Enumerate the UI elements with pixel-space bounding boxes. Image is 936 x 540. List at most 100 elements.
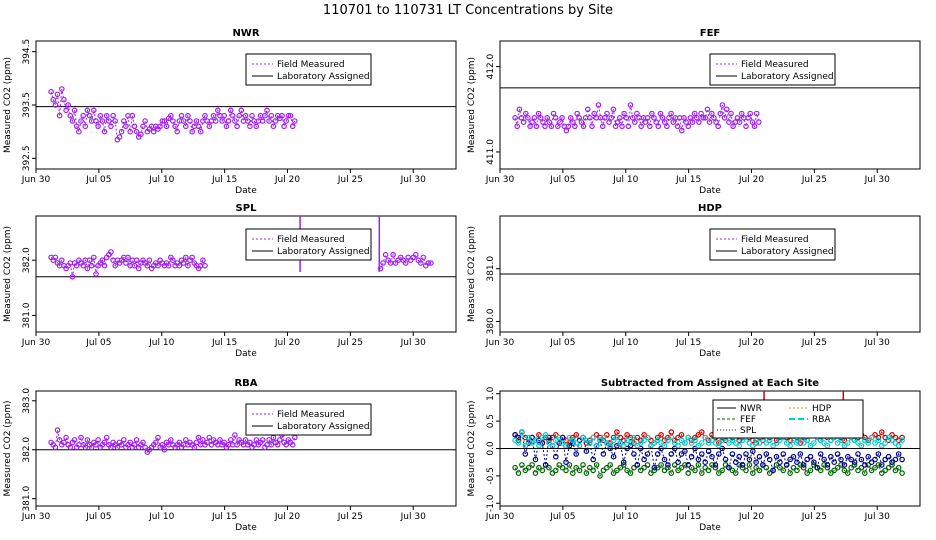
field-point: [623, 115, 630, 121]
x-tick-label: Jul 25: [801, 512, 827, 522]
legend-spl-label: SPL: [740, 426, 756, 436]
field-point: [165, 262, 172, 269]
series-fef-point: [512, 464, 518, 471]
x-tick-label: Jul 05: [549, 175, 575, 185]
field-point: [108, 123, 114, 130]
panel-title: NWR: [232, 28, 259, 39]
field-point: [245, 118, 251, 124]
field-point: [629, 115, 636, 121]
series-nwr-point: [573, 431, 580, 438]
series-rba-point: [770, 442, 776, 449]
series-rba-point: [556, 434, 563, 441]
field-point: [142, 444, 148, 451]
series-spl-point: [512, 431, 518, 438]
field-point: [52, 102, 59, 108]
series-rba-point: [824, 442, 831, 449]
series-spl-point: [858, 456, 865, 463]
y-axis-label: Measured CO2 (ppm): [3, 57, 13, 153]
panel-nwr: NWR Jun 30 Jul 05 Jul 10 Jul 15 Jul 20 Jul 25 J…: [3, 28, 457, 196]
series-fef-point: [641, 464, 647, 471]
series-fef-point: [872, 464, 878, 471]
x-tick-label: Jul 30: [400, 512, 426, 522]
series-rba-point: [715, 442, 722, 449]
series-rba-point: [855, 440, 861, 446]
series-spl-point: [760, 462, 766, 468]
series-rba-point: [610, 437, 617, 444]
field-point: [259, 437, 266, 443]
x-tick-label: Jul 10: [148, 512, 174, 522]
field-point: [659, 115, 666, 121]
field-point: [268, 112, 275, 119]
series-fef-point: [563, 467, 569, 474]
x-tick-label: Jul 05: [85, 512, 111, 522]
series-fef-point: [794, 467, 800, 474]
series-rba-point: [878, 442, 885, 449]
series-fef-point: [627, 470, 634, 476]
field-point: [71, 107, 78, 114]
field-point: [150, 128, 157, 135]
series-rba-point: [712, 440, 719, 446]
series-rba-point: [834, 440, 841, 446]
field-point: [713, 119, 719, 125]
field-point: [80, 262, 87, 269]
series-rba-point: [698, 440, 705, 446]
field-point: [642, 119, 649, 125]
field-point: [183, 437, 189, 443]
series-fef-point: [719, 467, 726, 474]
series-spl-point: [522, 451, 529, 457]
series-spl-point: [654, 451, 661, 457]
field-line: [50, 250, 206, 277]
x-tick-label: Jul 15: [211, 512, 237, 522]
field-point: [546, 119, 553, 125]
field-point: [569, 119, 576, 125]
panel-spl: SPL Jun 30 Jul 05 Jul 10 Jul 15 Jul 20 Jul 25 J…: [3, 203, 457, 359]
series-rba-point: [685, 434, 692, 441]
series-rba-point: [525, 434, 532, 441]
field-point: [262, 112, 268, 119]
field-point: [99, 118, 106, 124]
x-tick-label: Jul 20: [738, 512, 764, 522]
series-spl-point: [800, 462, 807, 468]
field-point: [377, 265, 384, 272]
field-point: [84, 265, 91, 272]
series-rba-point: [811, 440, 817, 446]
field-point: [189, 254, 196, 261]
field-point: [221, 439, 228, 446]
series-nwr-point: [549, 434, 556, 441]
series-rba-point: [590, 434, 597, 441]
field-point: [661, 119, 668, 125]
field-point: [606, 119, 612, 125]
series-spl-point: [539, 440, 546, 446]
field-point: [687, 115, 694, 121]
series-spl-point: [695, 456, 702, 463]
series-spl-point: [614, 442, 620, 449]
field-point: [110, 112, 116, 119]
field-point: [522, 110, 529, 117]
series-rba-point: [593, 442, 600, 449]
series-spl-point: [563, 459, 569, 466]
series-rba-point: [586, 440, 593, 446]
series-rba-point: [807, 442, 814, 449]
field-point: [112, 118, 119, 124]
y-axis-label: Measured CO2 (ppm): [3, 226, 13, 322]
series-nwr-point: [899, 434, 905, 441]
legend-field-label: Field Measured: [277, 235, 345, 245]
field-point: [210, 112, 217, 119]
series-fef-point: [603, 464, 610, 471]
series-fef-point: [556, 462, 563, 468]
series-spl-point: [851, 459, 858, 466]
field-point: [747, 110, 754, 117]
field-point: [227, 107, 234, 114]
field-point: [69, 273, 76, 280]
series-fef-point: [631, 464, 637, 471]
field-point: [563, 127, 570, 134]
field-point: [266, 437, 272, 443]
field-point: [187, 118, 193, 124]
field-point: [520, 119, 527, 125]
field-point: [200, 257, 206, 264]
field-point: [101, 439, 108, 446]
x-tick-label: Jun 30: [21, 175, 51, 185]
series-rba-point: [787, 442, 793, 449]
series-spl-point: [678, 451, 685, 457]
field-point: [95, 437, 101, 443]
